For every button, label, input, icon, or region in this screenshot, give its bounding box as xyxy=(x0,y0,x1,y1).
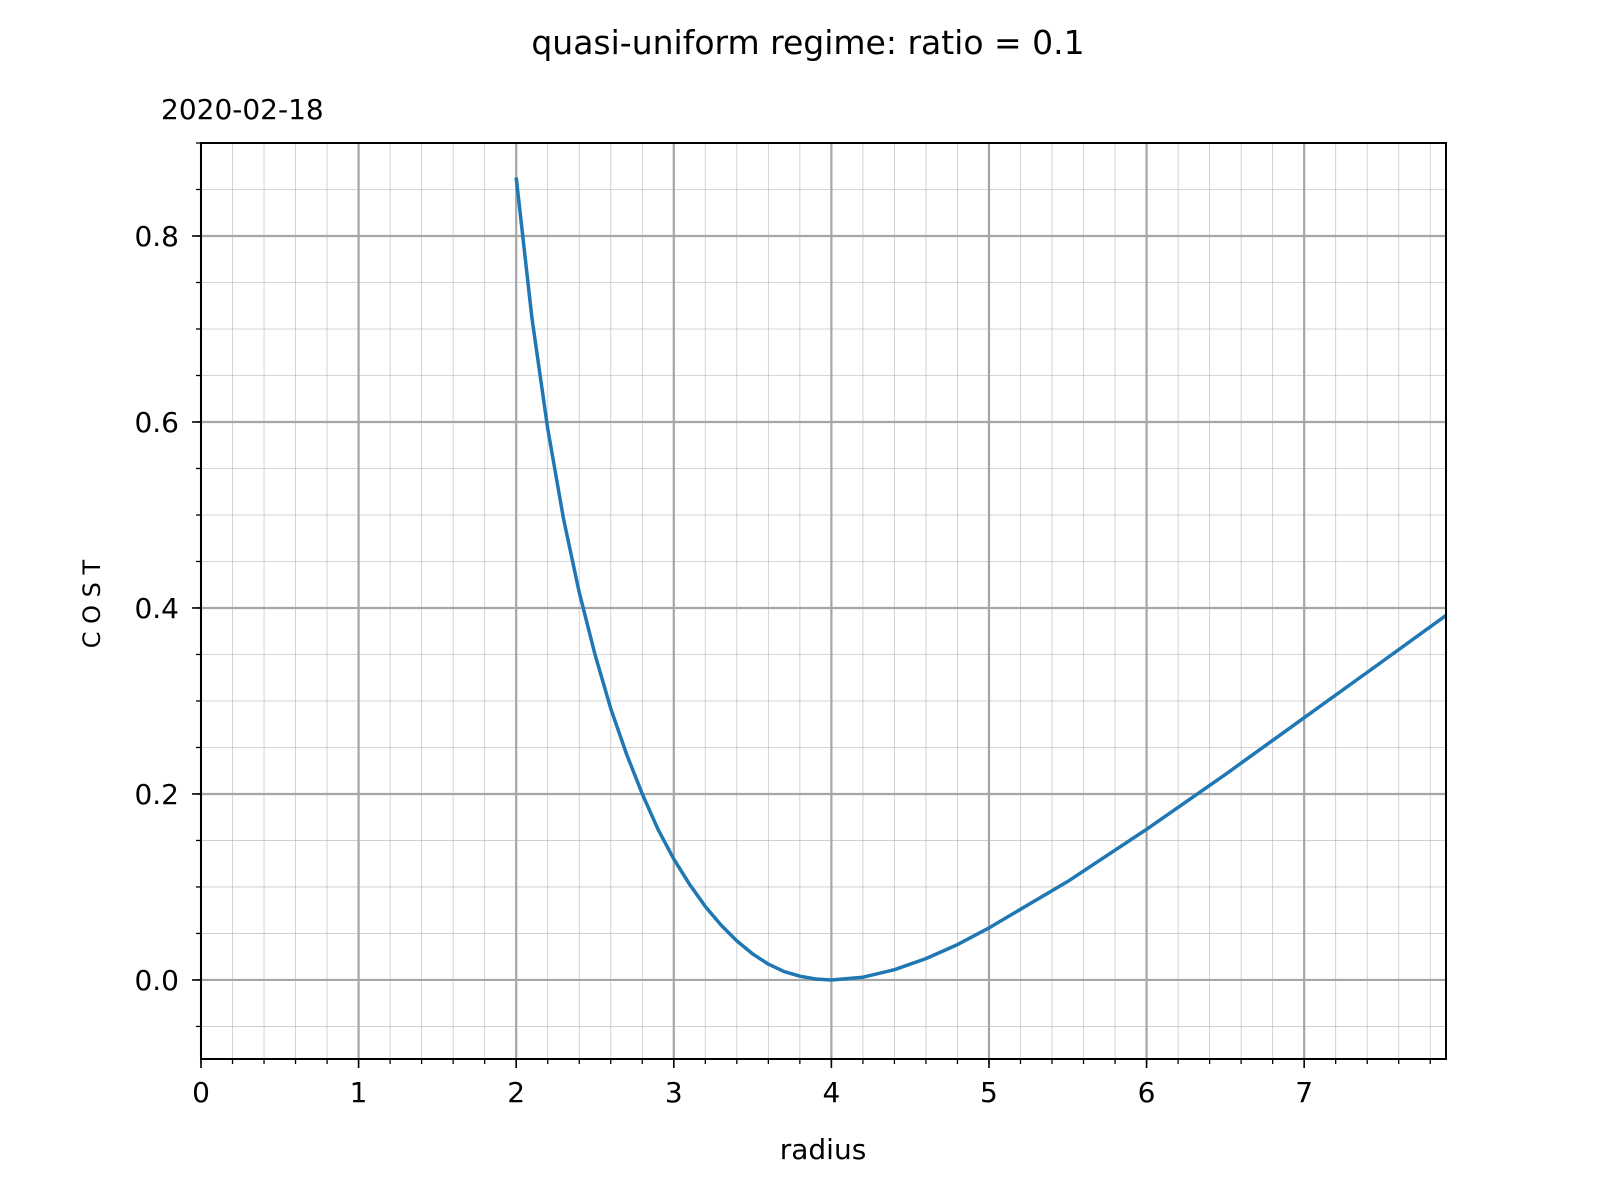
series-line xyxy=(514,177,1448,982)
y-axis-label: C O S T xyxy=(78,559,106,648)
y-tick-label: 0.6 xyxy=(134,406,179,439)
x-axis-label: radius xyxy=(780,1133,867,1166)
x-tick-label: 3 xyxy=(665,1076,683,1109)
plot-frame xyxy=(200,142,1447,1060)
x-tick-label: 2 xyxy=(507,1076,525,1109)
x-tick-label: 5 xyxy=(980,1076,998,1109)
x-tick-label: 1 xyxy=(350,1076,368,1109)
x-tick-label: 4 xyxy=(822,1076,840,1109)
tick-labels: 0 1 2 3 4 5 6 7 0.0 0.2 0.4 0.6 0.8 xyxy=(134,220,1313,1109)
y-tick-label: 0.8 xyxy=(134,220,179,253)
y-tick-label: 0.2 xyxy=(134,778,179,811)
series-layer xyxy=(514,177,1448,982)
y-tick-label: 0.0 xyxy=(134,964,179,997)
x-tick-label: 7 xyxy=(1295,1076,1313,1109)
chart-subtitle: 2020-02-18 xyxy=(161,93,324,126)
major-grid xyxy=(199,143,1446,1059)
x-tick-label: 0 xyxy=(192,1076,210,1109)
x-tick-label: 6 xyxy=(1138,1076,1156,1109)
ticks xyxy=(192,142,1431,1068)
chart-title: quasi-uniform regime: ratio = 0.1 xyxy=(531,23,1084,62)
y-tick-label: 0.4 xyxy=(134,592,179,625)
minor-grid xyxy=(200,142,1446,1059)
